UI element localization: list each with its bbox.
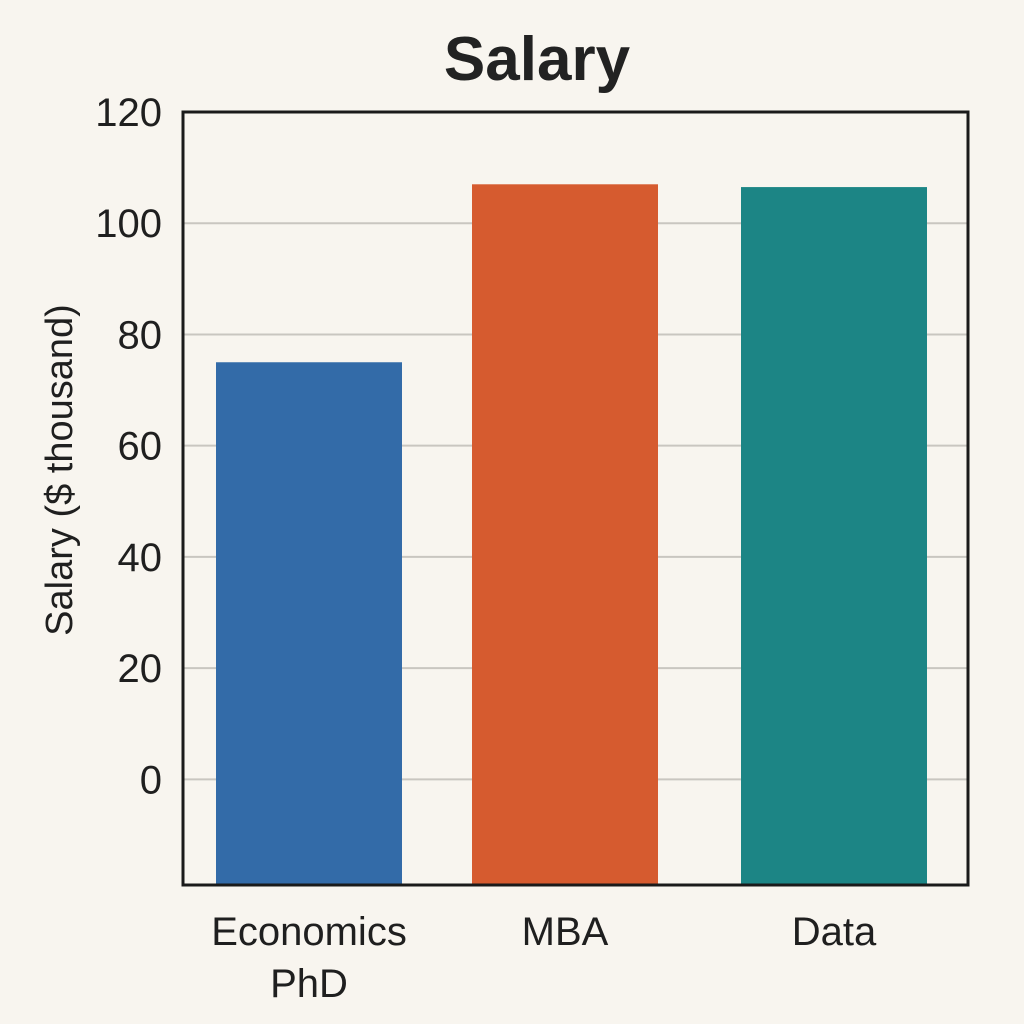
bar <box>741 187 927 885</box>
x-tick-label: Data <box>792 910 877 954</box>
bar <box>216 362 402 885</box>
x-tick-label: PhD <box>270 962 348 1006</box>
y-tick-label: 20 <box>118 647 163 691</box>
x-tick-label: Economics <box>211 910 407 954</box>
y-tick-label: 120 <box>95 91 162 135</box>
y-tick-label: 100 <box>95 202 162 246</box>
plot-frame <box>181 110 970 887</box>
x-tick-label: MBA <box>522 910 609 954</box>
y-tick-label: 40 <box>118 536 163 580</box>
x-axis-ticks: Economics PhD MBA Data <box>211 910 877 1006</box>
y-axis-label: Salary ($ thousand) <box>39 304 81 636</box>
y-tick-label: 0 <box>140 758 162 802</box>
y-axis-ticks: 0 20 40 60 80 100 120 <box>95 91 162 802</box>
bar <box>472 184 658 885</box>
y-tick-label: 80 <box>118 313 163 357</box>
bars <box>216 184 927 885</box>
chart-title: Salary <box>444 25 631 94</box>
y-tick-label: 60 <box>118 425 163 469</box>
